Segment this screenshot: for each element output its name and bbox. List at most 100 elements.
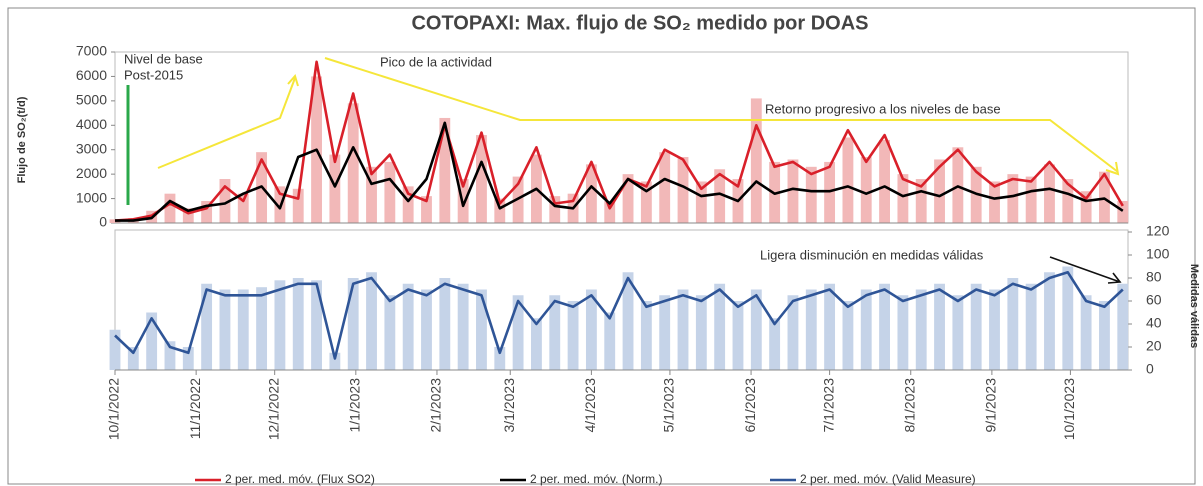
bar	[585, 164, 597, 223]
legend-label: 2 per. med. móv. (Valid Measure)	[800, 472, 976, 486]
bar	[659, 152, 671, 223]
bar	[164, 341, 176, 370]
bar	[714, 283, 726, 370]
y-tick-label: 5000	[76, 92, 107, 108]
x-tick-label: 8/1/2023	[901, 378, 917, 433]
bar	[292, 188, 304, 223]
bar	[182, 208, 194, 223]
bar	[476, 135, 487, 223]
bar	[604, 312, 616, 370]
bar	[879, 283, 890, 370]
annotation: Pico de la actividad	[380, 54, 492, 69]
y-tick-label: 1000	[76, 189, 107, 205]
decrease-arrow	[1049, 256, 1122, 284]
bar	[274, 280, 286, 370]
bar	[127, 347, 139, 370]
bar	[695, 295, 707, 370]
annotation: Post-2015	[124, 67, 183, 82]
annotation: Retorno progresivo a los niveles de base	[765, 101, 1001, 116]
bar	[311, 280, 322, 370]
bar	[750, 98, 762, 223]
legend-label: 2 per. med. móv. (Flux SO2)	[225, 472, 375, 486]
bar	[1117, 201, 1129, 223]
bar	[457, 283, 469, 370]
y-tick-label: 100	[1146, 246, 1170, 262]
bar	[549, 196, 561, 223]
x-tick-label: 2/1/2023	[428, 378, 444, 433]
bar	[897, 295, 909, 370]
bar	[402, 283, 414, 370]
bar	[182, 347, 194, 370]
bar	[695, 181, 707, 223]
series-line	[115, 121, 1124, 222]
bar	[604, 201, 616, 223]
bar	[640, 181, 652, 223]
x-tick-label: 1/1/2023	[347, 378, 363, 433]
series-line	[114, 60, 1124, 222]
y-tick-label: 120	[1146, 223, 1170, 239]
bar	[292, 278, 304, 370]
bar	[842, 137, 854, 223]
bar	[787, 295, 799, 370]
y-tick-label: 2000	[76, 165, 107, 181]
bar	[1117, 283, 1129, 370]
trend-arrows	[157, 57, 1120, 176]
x-tick-label: 11/1/2022	[187, 378, 203, 439]
bar	[769, 318, 781, 370]
x-tick-label: 12/1/2022	[265, 378, 281, 440]
bar	[1007, 278, 1019, 370]
bar	[970, 283, 982, 370]
bar	[1025, 176, 1037, 223]
bar	[366, 272, 377, 370]
frame	[7, 7, 1196, 485]
bar	[402, 186, 414, 223]
bar	[805, 166, 817, 223]
chart-title: COTOPAXI: Max. flujo de SO₂ medido por D…	[411, 12, 868, 34]
bar	[1044, 164, 1055, 223]
bar	[384, 161, 396, 223]
y-tick-label: 0	[1146, 361, 1154, 377]
bar	[860, 157, 872, 223]
y-axis-label: Flujo de SO₂(t/d)	[16, 96, 28, 183]
x-tick-label: 10/1/2023	[1061, 378, 1077, 440]
bar	[494, 347, 506, 370]
bar	[622, 174, 634, 223]
bar	[622, 272, 634, 370]
bar	[860, 289, 872, 370]
bar	[384, 295, 396, 370]
bar	[1099, 301, 1110, 370]
bar	[237, 193, 249, 223]
bar	[494, 198, 506, 223]
bar	[824, 283, 836, 370]
bar	[531, 318, 542, 370]
legend-label: 2 per. med. móv. (Norm.)	[530, 472, 662, 486]
bar	[879, 139, 890, 223]
bar	[640, 301, 652, 370]
bar	[1007, 174, 1019, 223]
bar	[787, 159, 799, 223]
y2-axis-label: Medidas válidas	[1188, 264, 1200, 348]
bar	[952, 295, 964, 370]
x-tick-label: 5/1/2023	[661, 378, 677, 433]
bar	[439, 117, 451, 223]
bar	[146, 312, 158, 370]
bar	[347, 103, 359, 223]
bar	[677, 157, 689, 223]
bar	[1080, 191, 1092, 223]
y-tick-label: 40	[1146, 315, 1162, 331]
x-tick-label: 3/1/2023	[501, 378, 517, 433]
bar	[714, 169, 726, 223]
y-tick-label: 80	[1146, 269, 1162, 285]
bar	[476, 289, 487, 370]
y-tick-label: 7000	[76, 43, 107, 59]
x-tick-label: 7/1/2023	[820, 378, 836, 433]
bar	[732, 301, 744, 370]
bar	[421, 196, 432, 223]
bar	[329, 154, 341, 223]
bar	[219, 289, 231, 370]
y-tick-label: 60	[1146, 292, 1162, 308]
x-tick-label: 6/1/2023	[742, 378, 758, 433]
bar	[201, 283, 213, 370]
x-tick-label: 10/1/2022	[106, 378, 122, 440]
